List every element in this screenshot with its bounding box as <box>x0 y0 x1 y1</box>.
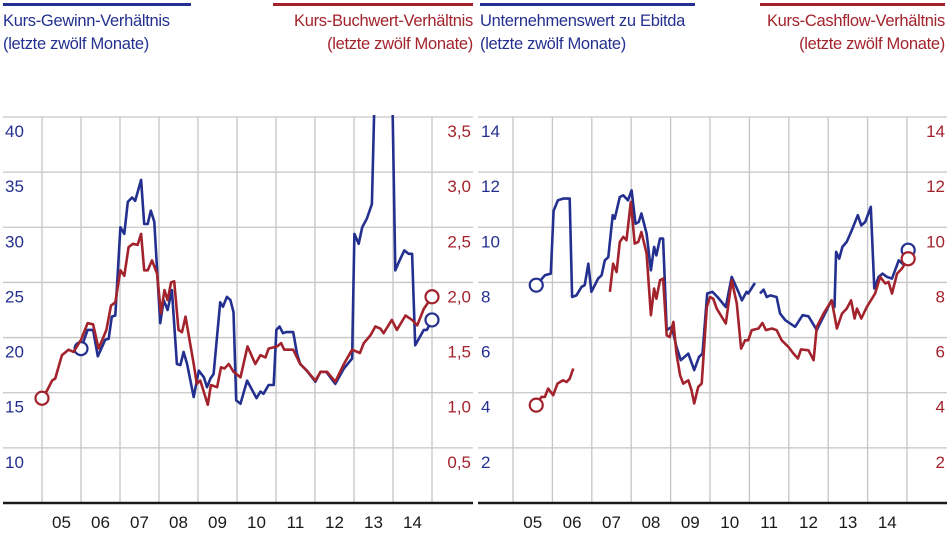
left-chart-right-title: Kurs-Buchwert-Verhältnis (letzte zwölf M… <box>273 3 473 56</box>
y-left-tick-label: 25 <box>5 287 24 306</box>
y-right-tick-label: 6 <box>936 343 945 362</box>
y-left-tick-label: 4 <box>481 398 490 417</box>
x-tick-label: 12 <box>325 513 344 532</box>
chart-2: 14 12 10 8 6 4 2 14 12 10 8 6 4 2 05 06 07 08 09 10 11 12 13 14 <box>478 116 947 532</box>
x-tick-label: 14 <box>403 513 422 532</box>
title-line: Kurs-Cashflow-Verhältnis <box>766 12 945 30</box>
endpoint-marker <box>424 289 440 305</box>
y-right-tick-label: 0,5 <box>447 453 471 472</box>
endpoint-marker <box>528 397 544 413</box>
series-line <box>535 368 575 406</box>
x-tick-label: 08 <box>641 513 660 532</box>
y-right-tick-label: 14 <box>926 122 945 141</box>
y-right-tick-label: 2,0 <box>447 287 471 306</box>
y-left-tick-label: 30 <box>5 232 24 251</box>
series-line <box>608 200 910 405</box>
endpoint-marker <box>424 312 440 328</box>
series-line <box>79 115 434 405</box>
endpoint-marker <box>900 251 916 267</box>
y-left-tick-label: 2 <box>481 453 490 472</box>
endpoint-marker <box>34 390 50 406</box>
right-chart-right-title: Kurs-Cashflow-Verhältnis (letzte zwölf M… <box>760 3 945 56</box>
x-tick-label: 05 <box>52 513 71 532</box>
y-right-tick-label: 8 <box>936 287 945 306</box>
x-tick-label: 08 <box>169 513 188 532</box>
endpoint-marker <box>528 277 544 293</box>
y-left-tick-label: 35 <box>5 177 24 196</box>
y-right-tick-label: 2 <box>936 453 945 472</box>
title-line: (letzte zwölf Monate) <box>480 35 626 53</box>
x-tick-label: 11 <box>760 513 778 532</box>
x-tick-label: 09 <box>208 513 227 532</box>
x-tick-label: 10 <box>720 513 739 532</box>
left-chart-left-title: Kurs-Gewinn-Verhältnis (letzte zwölf Mon… <box>3 3 191 56</box>
y-left-tick-label: 12 <box>481 177 500 196</box>
title-line: (letzte zwölf Monate) <box>327 35 473 53</box>
title-line: (letzte zwölf Monate) <box>3 35 149 53</box>
y-right-tick-label: 3,5 <box>447 122 471 141</box>
title-line: Unternehmenswert zu Ebitda <box>480 12 685 30</box>
title-line: Kurs-Gewinn-Verhältnis <box>3 12 170 30</box>
x-tick-label: 14 <box>878 513 897 532</box>
y-right-tick-label: 2,5 <box>447 232 471 251</box>
y-left-tick-label: 6 <box>481 343 490 362</box>
y-left-tick-label: 10 <box>5 453 24 472</box>
x-tick-label: 07 <box>130 513 149 532</box>
y-right-tick-label: 3,0 <box>447 177 471 196</box>
x-tick-label: 07 <box>602 513 621 532</box>
y-right-tick-label: 12 <box>926 177 945 196</box>
title-line: (letzte zwölf Monate) <box>799 35 945 53</box>
y-left-tick-label: 15 <box>5 398 24 417</box>
series-blue <box>79 115 434 405</box>
y-right-tick-label: 4 <box>936 398 945 417</box>
y-right-tick-label: 1,5 <box>447 343 471 362</box>
title-line: Kurs-Buchwert-Verhältnis <box>294 12 473 30</box>
x-tick-label: 05 <box>523 513 542 532</box>
x-tick-label: 09 <box>681 513 700 532</box>
series-blue <box>535 189 910 372</box>
series-red <box>40 232 434 407</box>
y-left-tick-label: 10 <box>481 232 500 251</box>
x-tick-label: 13 <box>364 513 383 532</box>
right-chart-left-title: Unternehmenswert zu Ebitda (letzte zwölf… <box>480 3 695 56</box>
y-left-tick-label: 8 <box>481 287 490 306</box>
series-red <box>535 200 910 406</box>
x-tick-label: 06 <box>563 513 582 532</box>
y-right-tick-label: 1,0 <box>447 398 471 417</box>
x-tick-label: 10 <box>247 513 266 532</box>
series-line <box>535 189 756 372</box>
y-left-tick-label: 20 <box>5 343 24 362</box>
x-tick-label: 06 <box>91 513 110 532</box>
chart-1: 40 35 30 25 20 15 10 3,5 3,0 2,5 2,0 1,5 1,0 0,5 05 06 0… <box>3 115 473 532</box>
x-tick-label: 13 <box>838 513 857 532</box>
y-left-tick-label: 40 <box>5 122 24 141</box>
x-tick-label: 11 <box>287 513 305 532</box>
y-left-tick-label: 14 <box>481 122 500 141</box>
y-right-tick-label: 10 <box>926 232 945 251</box>
x-tick-label: 12 <box>799 513 818 532</box>
